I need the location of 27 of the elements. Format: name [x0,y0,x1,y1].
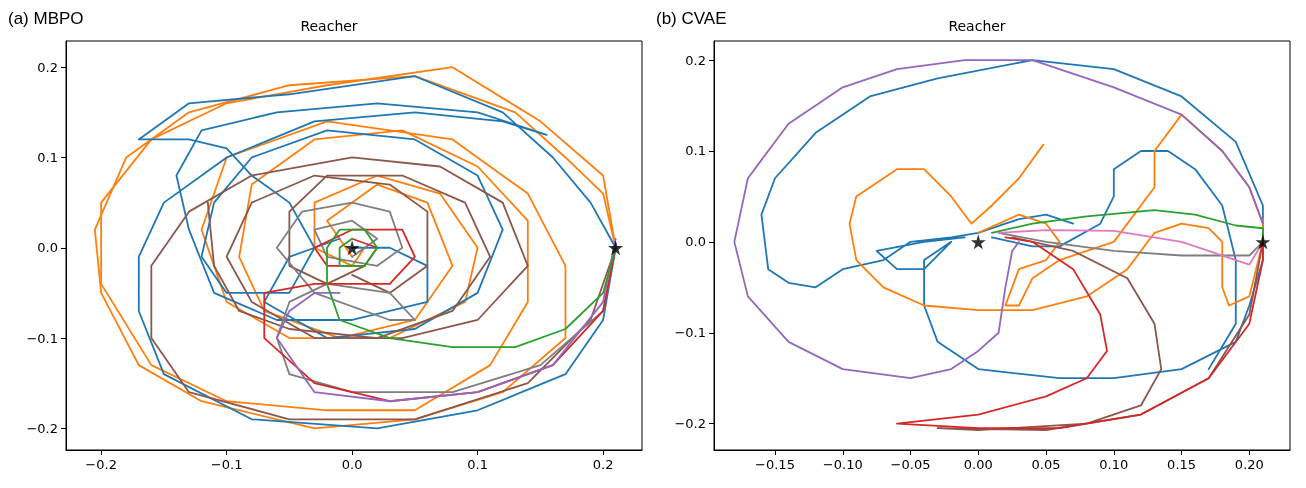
y-tick-label: −0.1 [674,325,706,341]
y-tick-label: −0.1 [26,330,58,346]
y-tick-label: 0.1 [685,143,706,159]
x-tick-label: −0.05 [890,457,931,472]
x-tick-label: −0.15 [755,457,795,472]
chart-title: Reacher [300,18,358,34]
y-tick-label: 0.0 [37,240,58,256]
x-tick-label: 0.15 [1167,457,1197,472]
x-tick-label: 0.20 [1234,457,1264,472]
y-tick-label: 0.0 [685,234,706,250]
y-tick-label: 0.1 [37,149,58,165]
y-tick-label: 0.2 [37,59,58,75]
text: (b) CVAE [656,9,727,28]
chart-title: Reacher [948,18,1006,34]
y-tick-label: −0.2 [26,420,58,436]
x-tick-label: 0.05 [1031,457,1061,472]
x-tick-label: 0.1 [467,457,488,472]
y-tick-label: 0.2 [685,52,706,68]
y-tick-label: −0.2 [674,416,706,432]
x-tick-label: 0.0 [341,457,363,472]
x-tick-label: 0.00 [963,457,993,472]
x-tick-label: −0.2 [85,457,117,472]
x-tick-label: −0.10 [822,457,863,472]
x-tick-label: 0.10 [1099,457,1129,472]
text: (a) MBPO [8,9,84,28]
x-tick-label: 0.2 [592,457,614,472]
x-tick-label: −0.1 [210,457,243,472]
